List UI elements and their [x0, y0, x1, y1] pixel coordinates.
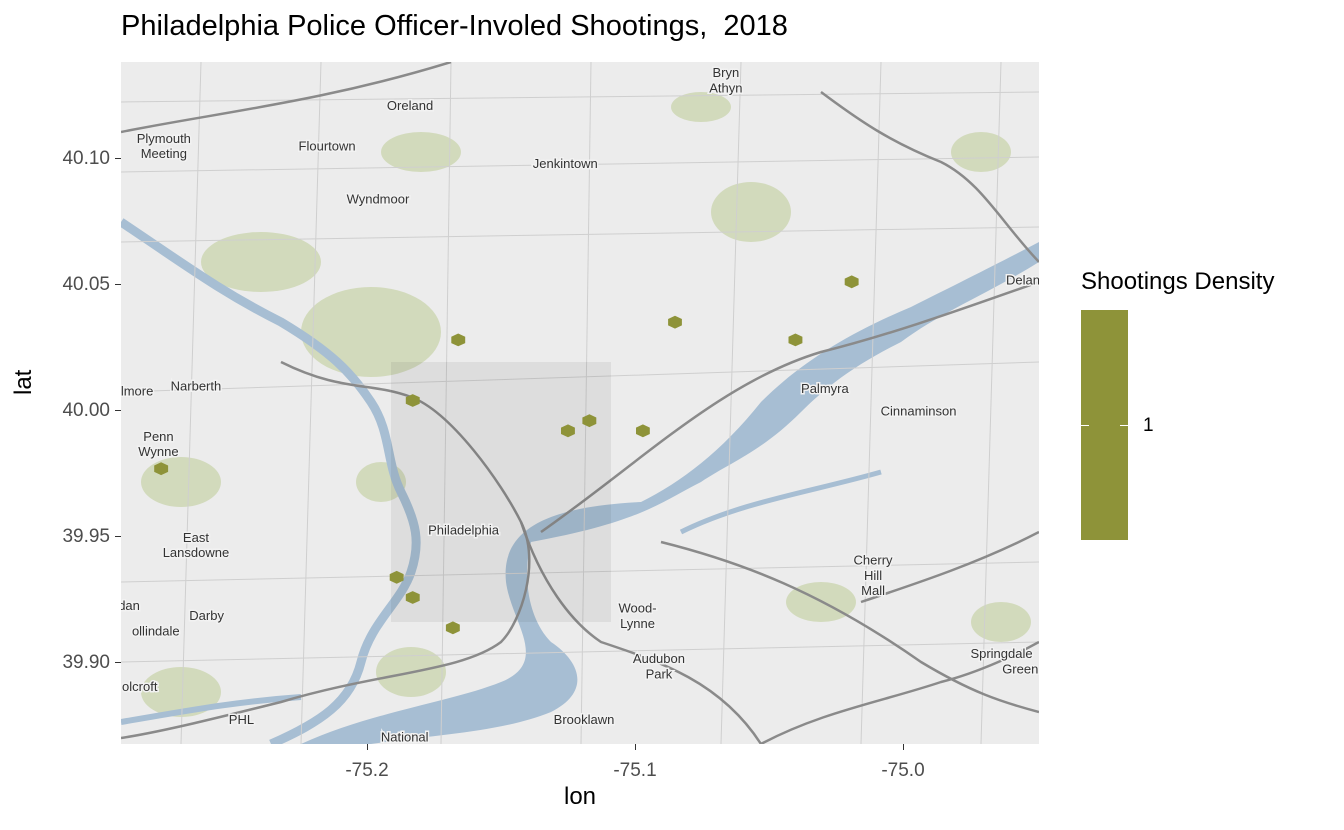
y-tick-label: 40.00: [62, 400, 110, 421]
place-label: PHL: [229, 712, 254, 727]
shooting-point[interactable]: [844, 275, 859, 289]
y-tick-label: 40.05: [62, 274, 110, 295]
map-panel[interactable]: Bryn Athyn Oreland Plymouth Meeting Flourtown…: [121, 62, 1039, 744]
y-axis-label: lat: [10, 369, 37, 395]
darby-creek: [121, 694, 302, 725]
shooting-point[interactable]: [788, 333, 803, 347]
place-label: Hill: [864, 568, 882, 583]
y-tickmark: [115, 536, 121, 537]
y-tick-label: 39.95: [62, 526, 110, 547]
y-tick-label: 40.10: [62, 148, 110, 169]
legend-tick: [1120, 425, 1128, 426]
place-label: Cinnaminson: [881, 404, 957, 419]
place-label: Flourtown: [299, 138, 356, 153]
place-label: Cherry: [854, 553, 894, 568]
place-label: Park: [646, 666, 673, 681]
shooting-points: [154, 275, 859, 635]
shooting-point[interactable]: [389, 570, 404, 584]
shooting-point[interactable]: [636, 424, 650, 438]
shooting-point[interactable]: [405, 591, 420, 604]
place-label: olcroft: [122, 679, 158, 694]
x-axis-label: lon: [563, 783, 597, 810]
y-tickmark: [115, 284, 121, 285]
x-tickmark: [903, 744, 904, 750]
place-label: Lansdowne: [163, 545, 230, 560]
place-label: Delan: [1006, 272, 1039, 287]
y-tickmark: [115, 410, 121, 411]
shooting-point[interactable]: [582, 414, 597, 428]
shooting-point[interactable]: [445, 621, 460, 635]
land-background: [121, 62, 1039, 744]
place-label: Bryn: [712, 65, 739, 80]
place-label: Narberth: [171, 378, 222, 393]
place-label: Brooklawn: [554, 712, 615, 727]
x-tick-label: -75.1: [613, 760, 657, 781]
city-block-shading: [391, 362, 611, 622]
legend-label: 1: [1143, 415, 1154, 436]
place-label: Springdale: [970, 646, 1032, 661]
place-label: Green: [1002, 661, 1038, 676]
x-tick-label: -75.2: [345, 760, 389, 781]
shooting-point[interactable]: [451, 333, 466, 347]
delaware-river: [301, 242, 1039, 744]
place-label: Wood-: [619, 601, 657, 616]
place-label: Mall: [861, 583, 885, 598]
schuylkill-river: [121, 218, 421, 744]
place-label: Penn: [143, 429, 173, 444]
place-label: Wyndmoor: [347, 191, 410, 206]
shooting-point[interactable]: [405, 394, 420, 407]
place-label: Palmyra: [801, 381, 849, 396]
place-label: Meeting: [141, 146, 187, 161]
place-label: Oreland: [387, 98, 433, 113]
legend-tick: [1081, 425, 1089, 426]
y-tickmark: [115, 662, 121, 663]
shooting-point[interactable]: [154, 462, 169, 476]
x-tickmark: [635, 744, 636, 750]
chart-title: Philadelphia Police Officer-Involed Shoo…: [121, 10, 788, 42]
place-label: Wynne: [138, 444, 178, 459]
creek: [679, 469, 882, 535]
place-label: Philadelphia: [428, 522, 500, 537]
place-label: Darby: [189, 608, 224, 623]
x-tickmark: [367, 744, 368, 750]
x-tick-label: -75.0: [881, 760, 925, 781]
place-label: Jenkintown: [533, 156, 598, 171]
place-label: Audubon: [633, 651, 685, 666]
place-label: Lynne: [620, 616, 655, 631]
place-label: Athyn: [709, 80, 742, 95]
place-label: East: [183, 530, 209, 545]
place-label: Plymouth: [137, 131, 191, 146]
place-label: dan: [121, 598, 140, 613]
shooting-point[interactable]: [561, 424, 575, 438]
place-label: ollindale: [132, 623, 180, 638]
place-label: lmore: [121, 383, 153, 398]
y-tickmark: [115, 158, 121, 159]
place-label: National: [381, 729, 429, 744]
y-tick-label: 39.90: [62, 652, 110, 673]
legend-title: Shootings Density: [1081, 268, 1275, 295]
street-grid: [121, 62, 1039, 744]
shooting-point[interactable]: [668, 315, 682, 329]
